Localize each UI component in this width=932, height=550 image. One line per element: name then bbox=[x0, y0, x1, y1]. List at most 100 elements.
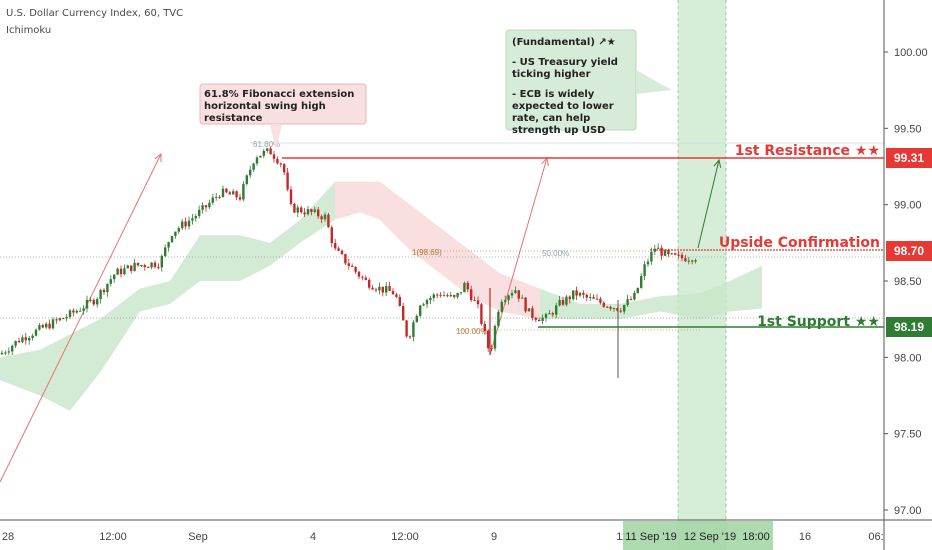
candle-body bbox=[174, 231, 177, 236]
confirmation-price-tag: 98.70 bbox=[886, 241, 932, 261]
candle-body bbox=[113, 274, 116, 280]
swing-arrow-1-head bbox=[154, 152, 162, 163]
candle-body bbox=[133, 262, 136, 272]
candle-body bbox=[561, 300, 565, 305]
y-tick-label: 99.50 bbox=[894, 123, 922, 135]
candle-body bbox=[616, 308, 619, 311]
candle-body bbox=[313, 209, 316, 212]
highlight-band bbox=[678, 0, 726, 550]
level-lines bbox=[282, 157, 884, 328]
candle-body bbox=[323, 214, 327, 220]
candle-body bbox=[385, 285, 388, 293]
candle-body bbox=[694, 260, 697, 262]
candle-body bbox=[106, 283, 109, 293]
swing-arrow-1 bbox=[0, 153, 162, 483]
candle-body bbox=[344, 254, 347, 264]
candle-body bbox=[225, 188, 228, 193]
candle-body bbox=[415, 315, 418, 323]
candle-body bbox=[249, 169, 252, 176]
candle-body bbox=[215, 196, 218, 198]
candle-body bbox=[459, 292, 463, 294]
candle-body bbox=[194, 215, 197, 219]
candle-body bbox=[650, 251, 653, 262]
candle-body bbox=[296, 207, 299, 213]
fundamental-title: (Fundamental) ↗★ bbox=[512, 37, 616, 48]
y-tick-label: 97.50 bbox=[894, 429, 922, 441]
cloud-segment bbox=[40, 334, 70, 411]
candle-body bbox=[374, 289, 378, 291]
cloud-segment bbox=[660, 293, 700, 320]
candle-body bbox=[677, 254, 680, 256]
candle-body bbox=[109, 279, 112, 284]
fib-50-label: 50.00% bbox=[542, 249, 569, 258]
candle-body bbox=[544, 314, 548, 318]
candle-body bbox=[619, 310, 622, 312]
candle-body bbox=[164, 247, 167, 256]
support-label: 1st Support ★★ bbox=[757, 314, 880, 330]
highlight-axis-band bbox=[623, 521, 773, 550]
candle-body bbox=[119, 268, 123, 275]
candle-body bbox=[177, 228, 180, 232]
support-price-tag: 98.19 bbox=[886, 317, 932, 337]
candle-body bbox=[446, 295, 449, 297]
candle-body bbox=[38, 325, 41, 330]
x-tick-label: 28 bbox=[2, 531, 14, 543]
candle-body bbox=[45, 323, 48, 328]
candle-body bbox=[334, 243, 337, 249]
candle-body bbox=[429, 297, 432, 300]
candle-body bbox=[51, 319, 55, 329]
fib-1-label: 1(98.69) bbox=[412, 248, 442, 257]
candle-body bbox=[354, 266, 357, 272]
highlight-date-label: 18:00 bbox=[742, 531, 770, 543]
candle-body bbox=[633, 293, 636, 300]
candle-body bbox=[48, 323, 51, 329]
candle-body bbox=[663, 250, 667, 256]
candle-body bbox=[660, 247, 663, 256]
candle-body bbox=[517, 290, 520, 299]
candle-body bbox=[303, 212, 306, 215]
y-tick-label: 98.50 bbox=[894, 276, 922, 288]
candle-body bbox=[483, 323, 486, 331]
candle-body bbox=[606, 306, 609, 308]
candle-body bbox=[153, 262, 157, 267]
candle-body bbox=[157, 266, 160, 268]
candle-body bbox=[96, 299, 99, 305]
cloud-segment bbox=[170, 235, 200, 304]
candle-body bbox=[378, 286, 381, 291]
candle-body bbox=[330, 227, 333, 244]
candle-body bbox=[473, 300, 476, 302]
candle-body bbox=[565, 296, 568, 305]
candle-body bbox=[140, 265, 143, 267]
candle-body bbox=[500, 301, 503, 312]
candle-body bbox=[405, 320, 408, 337]
y-tick-label: 100.00 bbox=[894, 47, 928, 59]
candle-body bbox=[422, 304, 425, 306]
candle-body bbox=[510, 293, 514, 296]
cloud-segment bbox=[620, 296, 660, 320]
candle-body bbox=[337, 248, 340, 251]
candle-body bbox=[7, 351, 10, 353]
candle-body bbox=[317, 209, 320, 217]
candle-body bbox=[524, 297, 527, 312]
cloud-segment bbox=[360, 181, 380, 220]
candle-body bbox=[75, 310, 78, 313]
cloud-segment bbox=[0, 349, 40, 396]
y-tick-label: 98.00 bbox=[894, 352, 922, 364]
candle-body bbox=[102, 289, 106, 293]
fib-618-label: 61.80% bbox=[253, 140, 280, 149]
candle-body bbox=[201, 205, 204, 210]
cloud-segment bbox=[270, 219, 300, 266]
candle-body bbox=[368, 279, 371, 288]
candle-body bbox=[11, 345, 14, 352]
candle-body bbox=[191, 218, 194, 221]
candle-body bbox=[582, 292, 585, 295]
candle-body bbox=[211, 197, 214, 203]
candle-body bbox=[228, 192, 231, 195]
candle-body bbox=[371, 287, 374, 290]
candle-body bbox=[259, 155, 262, 158]
resistance-label: 1st Resistance ★★ bbox=[734, 143, 880, 159]
candle-body bbox=[691, 260, 694, 262]
candle-body bbox=[28, 337, 31, 341]
